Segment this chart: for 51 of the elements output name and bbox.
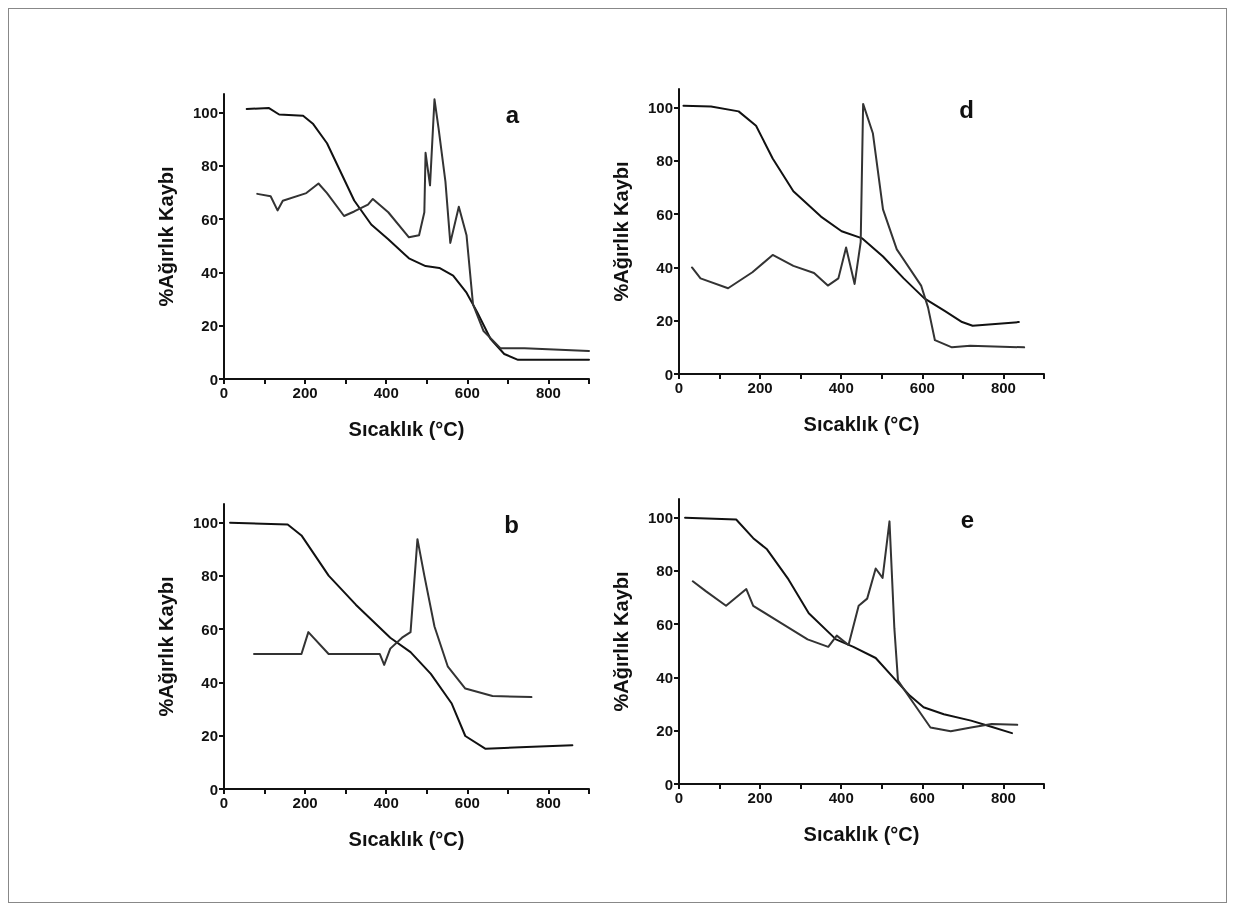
- annotation: e: [960, 505, 975, 533]
- x-tick-label: 400: [373, 794, 399, 811]
- y-tick-label: 100: [647, 99, 673, 117]
- x-axis-title: Sıcaklık (°C): [803, 823, 920, 845]
- y-tick-label: 80: [656, 152, 673, 170]
- x-tick-label: 800: [535, 794, 561, 811]
- x-tick-label: 600: [454, 794, 480, 811]
- x-tick-label: 400: [828, 379, 854, 396]
- y-tick-label: 40: [201, 673, 218, 691]
- y-tick-label: 80: [201, 157, 218, 175]
- x-tick-label: 600: [909, 379, 935, 396]
- y-tick-label: 60: [656, 615, 673, 633]
- x-tick-label: 200: [747, 379, 773, 396]
- x-axis-title: Sıcaklık (°C): [803, 413, 920, 435]
- y-tick-label: 40: [201, 263, 218, 281]
- y-axis-title: %Ağırlık Kaybı: [155, 166, 177, 307]
- y-tick-label: 100: [192, 104, 218, 122]
- x-tick-label: 600: [909, 789, 935, 806]
- annotation: a: [505, 100, 520, 128]
- y-tick-label: 20: [656, 312, 673, 330]
- y-axis-title: %Ağırlık Kaybı: [610, 161, 632, 302]
- x-axis-title: Sıcaklık (°C): [348, 828, 465, 850]
- y-axis-title: %Ağırlık Kaybı: [610, 571, 632, 712]
- line-series: [253, 538, 533, 699]
- x-tick-label: 800: [990, 789, 1016, 806]
- y-tick-label: 40: [656, 668, 673, 686]
- y-axis-title: %Ağırlık Kaybı: [155, 576, 177, 717]
- y-tick-label: 100: [192, 514, 218, 532]
- x-tick-label: 800: [535, 384, 561, 401]
- y-tick-label: 60: [656, 205, 673, 223]
- y-tick-label: 100: [647, 509, 673, 527]
- y-tick-label: 20: [656, 722, 673, 740]
- x-tick-label: 600: [454, 384, 480, 401]
- y-tick-label: 20: [201, 317, 218, 335]
- x-tick-label: 200: [292, 384, 318, 401]
- y-tick-label: 0: [664, 775, 673, 793]
- x-axis-title: Sıcaklık (°C): [348, 418, 465, 440]
- x-tick-label: 200: [747, 789, 773, 806]
- y-tick-label: 0: [664, 365, 673, 383]
- x-tick-label: 400: [828, 789, 854, 806]
- annotation: b: [504, 510, 520, 538]
- y-tick-label: 40: [656, 258, 673, 276]
- x-tick-label: 400: [373, 384, 399, 401]
- annotation: d: [959, 95, 975, 123]
- y-tick-label: 80: [656, 562, 673, 580]
- y-tick-label: 20: [201, 727, 218, 745]
- y-tick-label: 60: [201, 620, 218, 638]
- y-tick-label: 80: [201, 567, 218, 585]
- x-tick-label: 800: [990, 379, 1016, 396]
- x-tick-label: 200: [292, 794, 318, 811]
- y-tick-label: 60: [201, 210, 218, 228]
